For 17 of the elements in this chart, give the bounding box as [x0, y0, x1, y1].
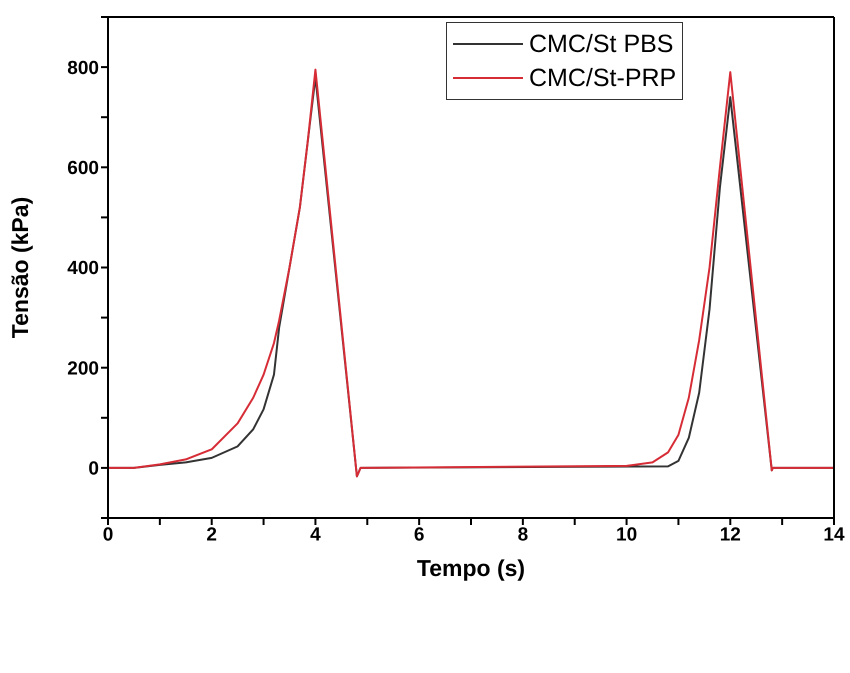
y-axis-title: Tensão (kPa): [7, 196, 34, 338]
x-tick-label: 6: [414, 524, 424, 546]
x-axis-title: Tempo (s): [416, 555, 526, 581]
y-tick-label: 800: [67, 58, 99, 79]
y-tick-label: 600: [67, 158, 99, 180]
x-tick-label: 2: [206, 524, 218, 546]
x-tick-label: 12: [720, 524, 741, 546]
legend-label: CMC/St-PRP: [529, 63, 676, 94]
x-tick-label: 8: [518, 524, 528, 546]
x-tick-label: 14: [823, 524, 845, 546]
legend-label: CMC/St PBS: [529, 29, 674, 60]
y-tick-label: 400: [67, 258, 99, 280]
y-tick-label: 200: [67, 358, 99, 380]
x-tick-label: 0: [102, 524, 114, 546]
x-tick-label: 10: [616, 524, 638, 546]
y-tick-label: 0: [88, 458, 99, 480]
x-tick-label: 4: [310, 524, 322, 546]
